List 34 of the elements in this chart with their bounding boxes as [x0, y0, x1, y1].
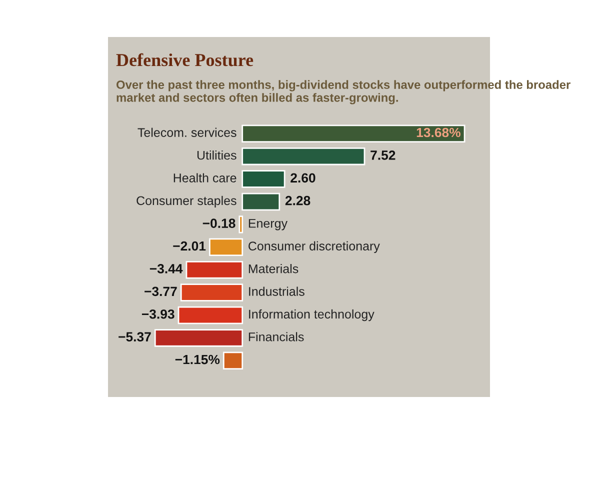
data-label: 13.68% — [416, 128, 460, 138]
chart-title: Defensive Posture — [116, 53, 254, 66]
bar — [242, 170, 286, 188]
y-tick-label: Materials — [248, 264, 298, 274]
y-tick-label: Financials — [248, 332, 304, 342]
y-tick-label: Industrials — [249, 286, 304, 296]
bar — [222, 352, 244, 370]
y-tick-label: Telecom. services — [138, 128, 236, 137]
bar — [209, 238, 244, 256]
data-label: 2.60 — [290, 173, 316, 183]
y-tick-label: Energy — [248, 219, 288, 230]
data-label: 2.28 — [285, 196, 310, 206]
bar — [238, 216, 244, 234]
chart-subtitle: Over the past three months, big-dividend stocks have outperformed the broader market and sectors often billed as faster-growing. — [116, 80, 570, 104]
data-label: −5.37 — [118, 332, 151, 342]
data-label: −0.18 — [202, 218, 236, 228]
y-tick-label: Information technology — [249, 309, 374, 322]
bar — [242, 147, 366, 166]
bar — [180, 284, 244, 302]
y-tick-label: Health care — [174, 173, 236, 182]
bar — [186, 260, 244, 279]
y-tick-label: Consumer discretionary — [248, 241, 380, 253]
y-tick-label: Utilities — [197, 150, 236, 160]
bar — [242, 124, 466, 142]
data-label: −3.44 — [150, 264, 183, 274]
bar — [242, 192, 280, 211]
data-label: 7.52 — [370, 150, 396, 160]
bar — [178, 306, 244, 324]
data-label: −1.15% — [175, 354, 220, 364]
y-tick-label: Consumer staples — [136, 196, 236, 208]
data-label: −3.77 — [144, 286, 177, 296]
data-label: −3.93 — [142, 309, 174, 319]
data-label: −2.01 — [173, 241, 206, 251]
bar — [154, 329, 244, 347]
